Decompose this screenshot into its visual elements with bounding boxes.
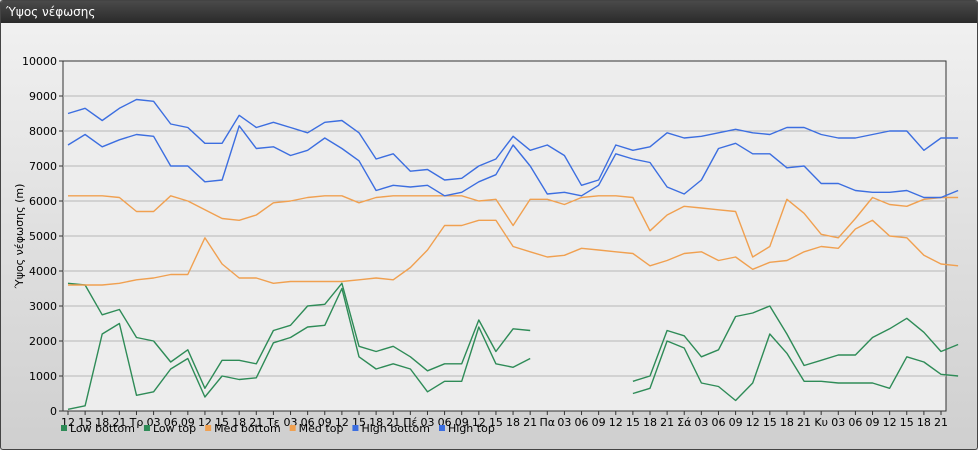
y-tick-label: 8000 bbox=[29, 125, 57, 138]
y-tick-label: 1000 bbox=[29, 370, 57, 383]
legend-swatch bbox=[352, 425, 359, 431]
legend-item: Low bottom bbox=[61, 422, 135, 435]
x-tick-label: Τρ bbox=[129, 416, 144, 429]
series-line-low-top bbox=[67, 282, 959, 389]
legend-label: Med bottom bbox=[214, 422, 281, 435]
y-tick-label: 6000 bbox=[29, 195, 57, 208]
x-tick-label: Πα bbox=[540, 416, 556, 429]
x-tick-label: 18 bbox=[917, 416, 931, 429]
x-tick-label: 06 bbox=[711, 416, 725, 429]
legend-label: High bottom bbox=[361, 422, 430, 435]
legend-item: Low top bbox=[143, 422, 196, 435]
x-tick-label: 18 bbox=[369, 416, 383, 429]
x-tick-label: 06 bbox=[575, 416, 589, 429]
x-tick-label: Τε bbox=[266, 416, 280, 429]
legend-item: Med top bbox=[289, 422, 344, 435]
y-tick-label: 0 bbox=[50, 405, 57, 418]
legend-item: High top bbox=[439, 422, 495, 435]
x-tick-label: 06 bbox=[301, 416, 315, 429]
series-line-med-top bbox=[68, 195, 959, 258]
legend-label: Low top bbox=[153, 422, 196, 435]
legend-swatch bbox=[61, 425, 67, 431]
x-tick-label: 21 bbox=[934, 416, 948, 429]
y-tick-label: 7000 bbox=[29, 160, 57, 173]
x-tick-label: 06 bbox=[848, 416, 862, 429]
x-tick-label: 12 bbox=[609, 416, 623, 429]
legend-label: Med top bbox=[299, 422, 344, 435]
x-tick-label: 21 bbox=[797, 416, 811, 429]
legend-swatch bbox=[439, 425, 445, 431]
x-tick-label: 18 bbox=[643, 416, 657, 429]
x-tick-label: 12 bbox=[746, 416, 760, 429]
y-tick-label: 9000 bbox=[29, 90, 57, 103]
x-tick-label: 21 bbox=[386, 416, 400, 429]
x-tick-label: 09 bbox=[866, 416, 880, 429]
x-tick-label: 03 bbox=[420, 416, 434, 429]
series-line-med-bottom bbox=[68, 219, 959, 286]
x-tick-label: 15 bbox=[78, 416, 92, 429]
legend-swatch bbox=[143, 425, 150, 431]
x-tick-label: 18 bbox=[95, 416, 109, 429]
y-tick-label: 5000 bbox=[29, 230, 57, 243]
series-lines bbox=[67, 98, 959, 410]
x-tick-label: 15 bbox=[489, 416, 503, 429]
x-tick-label: 21 bbox=[112, 416, 126, 429]
x-tick-label: 03 bbox=[147, 416, 161, 429]
x-tick-label: 15 bbox=[900, 416, 914, 429]
x-tick-label: 09 bbox=[318, 416, 332, 429]
y-axis-ticks: 0 1000 2000 3000 4000 5000 6000 7000 8000 9000 100… bbox=[22, 55, 63, 418]
x-tick-label: Κυ bbox=[814, 416, 828, 429]
x-tick-label: 03 bbox=[694, 416, 708, 429]
x-tick-label: 09 bbox=[592, 416, 606, 429]
x-tick-label: 18 bbox=[780, 416, 794, 429]
legend-swatch bbox=[205, 425, 212, 431]
y-tick-label: 3000 bbox=[29, 300, 57, 313]
window-title: Ύψος νέφωσης bbox=[1, 1, 977, 23]
series-line-low-bottom bbox=[67, 287, 959, 410]
x-tick-label: 21 bbox=[249, 416, 263, 429]
x-tick-label: 03 bbox=[557, 416, 571, 429]
legend-label: High top bbox=[448, 422, 495, 435]
x-tick-label: 12 bbox=[472, 416, 486, 429]
x-tick-label: 09 bbox=[455, 416, 469, 429]
x-tick-label: 15 bbox=[626, 416, 640, 429]
x-tick-label: 09 bbox=[181, 416, 195, 429]
y-tick-label: 4000 bbox=[29, 265, 57, 278]
series-line-high-bottom bbox=[67, 125, 959, 199]
legend: Low bottom Low top Med bottom Med top High b… bbox=[61, 422, 495, 435]
x-tick-label: 09 bbox=[729, 416, 743, 429]
legend-item: Med bottom bbox=[205, 422, 281, 435]
x-tick-label: 15 bbox=[215, 416, 229, 429]
y-axis-label: Ύψος νέφωσης (m) bbox=[13, 184, 26, 290]
x-tick-label: 12 bbox=[883, 416, 897, 429]
x-tick-label: Πέ bbox=[403, 416, 417, 429]
x-tick-label: 03 bbox=[831, 416, 845, 429]
legend-item: High bottom bbox=[352, 422, 430, 435]
x-tick-label: 06 bbox=[164, 416, 178, 429]
x-tick-label: 21 bbox=[523, 416, 537, 429]
x-tick-label: 12 bbox=[335, 416, 349, 429]
x-tick-label: 18 bbox=[232, 416, 246, 429]
x-tick-label: 21 bbox=[660, 416, 674, 429]
y-tick-label: 10000 bbox=[22, 55, 57, 68]
x-tick-label: 15 bbox=[763, 416, 777, 429]
y-tick-label: 2000 bbox=[29, 335, 57, 348]
legend-swatch bbox=[289, 425, 296, 431]
cloud-height-chart: 0 1000 2000 3000 4000 5000 6000 7000 8000 9000 100… bbox=[13, 55, 959, 435]
x-tick-label: Σά bbox=[677, 416, 691, 429]
legend-label: Low bottom bbox=[70, 422, 135, 435]
x-tick-label: 18 bbox=[506, 416, 520, 429]
series-line-high-top bbox=[67, 98, 959, 186]
x-axis-ticks: 12 15 18 21 Τρ 03 06 09 12 15 18 21 Τε 03 06 09 12 15 18 21… bbox=[61, 411, 948, 429]
